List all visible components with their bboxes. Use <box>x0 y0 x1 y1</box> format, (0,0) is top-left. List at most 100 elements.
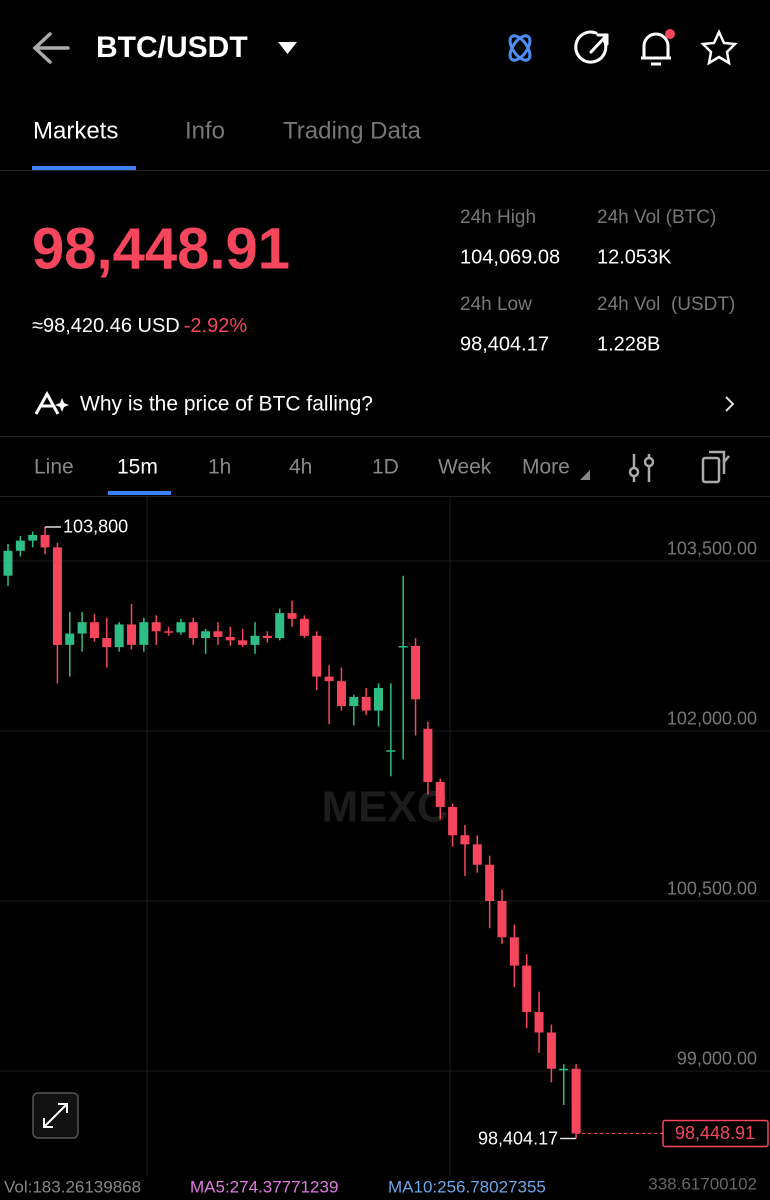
ma10-indicator: MA10:256.78027355 <box>388 1177 546 1196</box>
pair-title[interactable]: BTC/USDT <box>96 31 248 64</box>
candle-body <box>534 1012 544 1033</box>
stat-label: 24h Low <box>460 294 532 315</box>
insight-icon <box>34 390 60 415</box>
ma5-indicator: MA5:274.37771239 <box>190 1177 338 1196</box>
candle-body <box>114 624 124 648</box>
tab[interactable]: Markets <box>33 117 118 144</box>
pair-dropdown[interactable] <box>278 42 297 54</box>
stat-value: 1.228B <box>597 333 660 355</box>
stat-label: 24h Vol (USDT) <box>597 294 735 315</box>
alert-icon[interactable] <box>641 32 671 66</box>
interval[interactable]: 15m <box>117 456 158 479</box>
insight-text[interactable]: Why is the price of BTC falling? <box>80 393 373 416</box>
candle-body <box>77 622 87 634</box>
candle-body <box>102 638 112 648</box>
candle-body <box>188 622 198 639</box>
approx-price: ≈98,420.46 USD -2.92% <box>32 315 247 337</box>
annotation-label: 98,404.17 <box>478 1128 558 1148</box>
volume-axis-label: 338.61700102 <box>648 1174 757 1193</box>
expand-button[interactable] <box>32 1092 79 1139</box>
divider <box>0 170 770 171</box>
candle-body <box>423 728 433 782</box>
candle-body <box>509 937 519 966</box>
candle-body <box>89 622 99 639</box>
change: -2.92% <box>184 315 248 337</box>
candle-body <box>65 633 75 645</box>
insight-spark <box>55 398 69 412</box>
candle-body <box>435 781 445 807</box>
currency: USD <box>138 315 180 337</box>
chevron <box>725 396 735 412</box>
stat-value: 98,404.17 <box>460 333 549 355</box>
y-tick-label: 100,500.00 <box>667 879 757 899</box>
candle-body <box>497 900 507 938</box>
candle-body <box>225 636 235 641</box>
candle-body <box>139 622 149 645</box>
candle-body <box>398 645 408 648</box>
interval[interactable]: 1h <box>208 456 231 479</box>
stat-label: 24h Vol (BTC) <box>597 207 716 228</box>
more-triangle <box>580 470 590 480</box>
candle-body <box>460 835 470 845</box>
divider <box>0 436 770 437</box>
interval[interactable]: Week <box>438 456 492 479</box>
ai-icon[interactable] <box>506 33 534 64</box>
candlestick-chart: MEXC 103,500.00 102,000.00 100,500.00 99,00… <box>0 497 770 1176</box>
y-tick-label: 102,000.00 <box>667 709 757 729</box>
watermark: MEXC <box>321 783 448 832</box>
interval[interactable]: 1D <box>372 456 399 479</box>
candle-body <box>411 645 421 700</box>
candle-body <box>250 635 260 645</box>
volume-indicator: Vol:183.26139868 <box>4 1177 141 1196</box>
candle-body <box>522 965 532 1013</box>
candle-body <box>164 631 174 633</box>
candle-body <box>571 1068 581 1134</box>
candle-body <box>448 806 458 836</box>
layout-icon[interactable] <box>701 450 730 484</box>
candle-body <box>349 696 359 707</box>
favorite-icon[interactable] <box>700 28 738 66</box>
y-tick-label: 99,000.00 <box>677 1049 757 1069</box>
approx-value: ≈98,420.46 <box>32 315 132 337</box>
stat-value: 12.053K <box>597 246 672 268</box>
candle-body <box>127 624 136 645</box>
interval[interactable]: More <box>522 456 570 479</box>
tab[interactable]: Trading Data <box>283 117 422 144</box>
candle-body <box>386 750 396 752</box>
candle-body <box>52 547 62 645</box>
candle-body <box>361 696 371 711</box>
stat-value: 104,069.08 <box>460 246 560 268</box>
candle-body <box>3 550 13 576</box>
candle-body <box>559 1068 569 1071</box>
candle-body <box>151 622 161 632</box>
candle-body <box>40 534 50 548</box>
candle-body <box>287 613 297 619</box>
candle-body <box>262 635 272 639</box>
last-price: 98,448.91 <box>32 216 290 281</box>
interval-underline <box>108 491 171 495</box>
candle-body <box>472 844 482 865</box>
candle-body <box>201 631 211 639</box>
candle-body <box>312 635 322 677</box>
last-price-tag <box>662 1119 769 1148</box>
stat-label: 24h High <box>460 207 536 228</box>
share-icon[interactable] <box>574 30 609 64</box>
back-button[interactable] <box>32 32 70 64</box>
indicator-icon[interactable] <box>628 454 655 482</box>
candle-body <box>299 618 309 636</box>
candle-body <box>28 534 38 541</box>
insight-row[interactable]: Why is the price of BTC falling? <box>34 390 735 416</box>
candle-body <box>485 864 495 901</box>
annotation-label: 103,800 <box>63 517 128 537</box>
last-price-label: 98,448.91 <box>675 1123 755 1143</box>
interval[interactable]: 4h <box>289 456 312 479</box>
interval[interactable]: Line <box>34 456 74 479</box>
candle-body <box>176 622 186 633</box>
tab-underline <box>32 166 136 170</box>
candle-body <box>275 613 285 639</box>
tab[interactable]: Info <box>185 117 225 144</box>
candle-body <box>374 687 383 711</box>
y-tick-label: 103,500.00 <box>667 539 757 559</box>
